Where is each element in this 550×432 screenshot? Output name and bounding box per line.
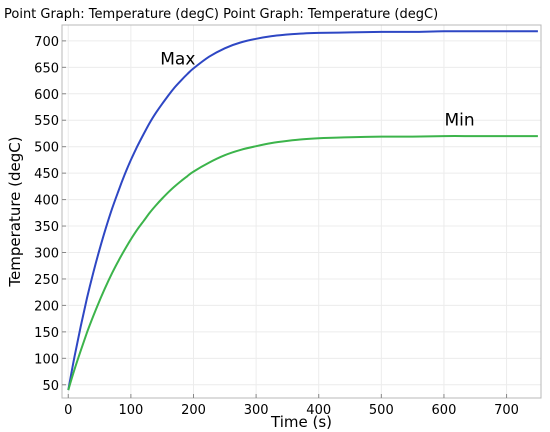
y-tick-label: 500 — [34, 141, 59, 156]
y-tick-label: 350 — [34, 220, 59, 235]
y-tick-label: 50 — [42, 379, 59, 394]
annotation-max: Max — [160, 50, 195, 70]
y-tick-label: 450 — [34, 167, 59, 182]
x-axis-label: Time (s) — [270, 413, 332, 431]
x-axis: 0 100 200 300 400 500 600 700 — [64, 394, 519, 418]
grid-layer — [62, 25, 541, 398]
x-tick-label: 700 — [494, 403, 519, 418]
series-layer — [67, 30, 538, 391]
x-tick-label: 200 — [181, 403, 206, 418]
x-tick-label: 300 — [244, 403, 269, 418]
plot-frame — [61, 24, 542, 399]
annotation-min: Min — [445, 111, 475, 131]
y-tick-label: 150 — [34, 326, 59, 341]
y-tick-label: 550 — [34, 114, 59, 129]
y-tick-label: 700 — [34, 35, 59, 50]
y-axis: 50 100 150 200 250 300 350 400 450 500 550 600 650 70… — [34, 35, 66, 394]
x-tick-label: 0 — [64, 403, 72, 418]
x-tick-label: 400 — [306, 403, 331, 418]
y-axis-label: Temperature (degC) — [6, 136, 24, 287]
y-tick-label: 200 — [34, 299, 59, 314]
series-line-max — [67, 30, 538, 391]
x-tick-label: 100 — [118, 403, 143, 418]
y-tick-label: 300 — [34, 247, 59, 262]
x-tick-label: 500 — [369, 403, 394, 418]
y-tick-label: 600 — [34, 88, 59, 103]
x-tick-label: 600 — [432, 403, 457, 418]
y-tick-label: 100 — [34, 352, 59, 367]
y-tick-label: 250 — [34, 273, 59, 288]
y-tick-label: 650 — [34, 61, 59, 76]
y-tick-label: 400 — [34, 194, 59, 209]
chart-title: Point Graph: Temperature (degC) Point Gr… — [4, 7, 438, 22]
series-line-min — [67, 135, 538, 391]
annotation-layer: Max Min — [160, 50, 474, 131]
